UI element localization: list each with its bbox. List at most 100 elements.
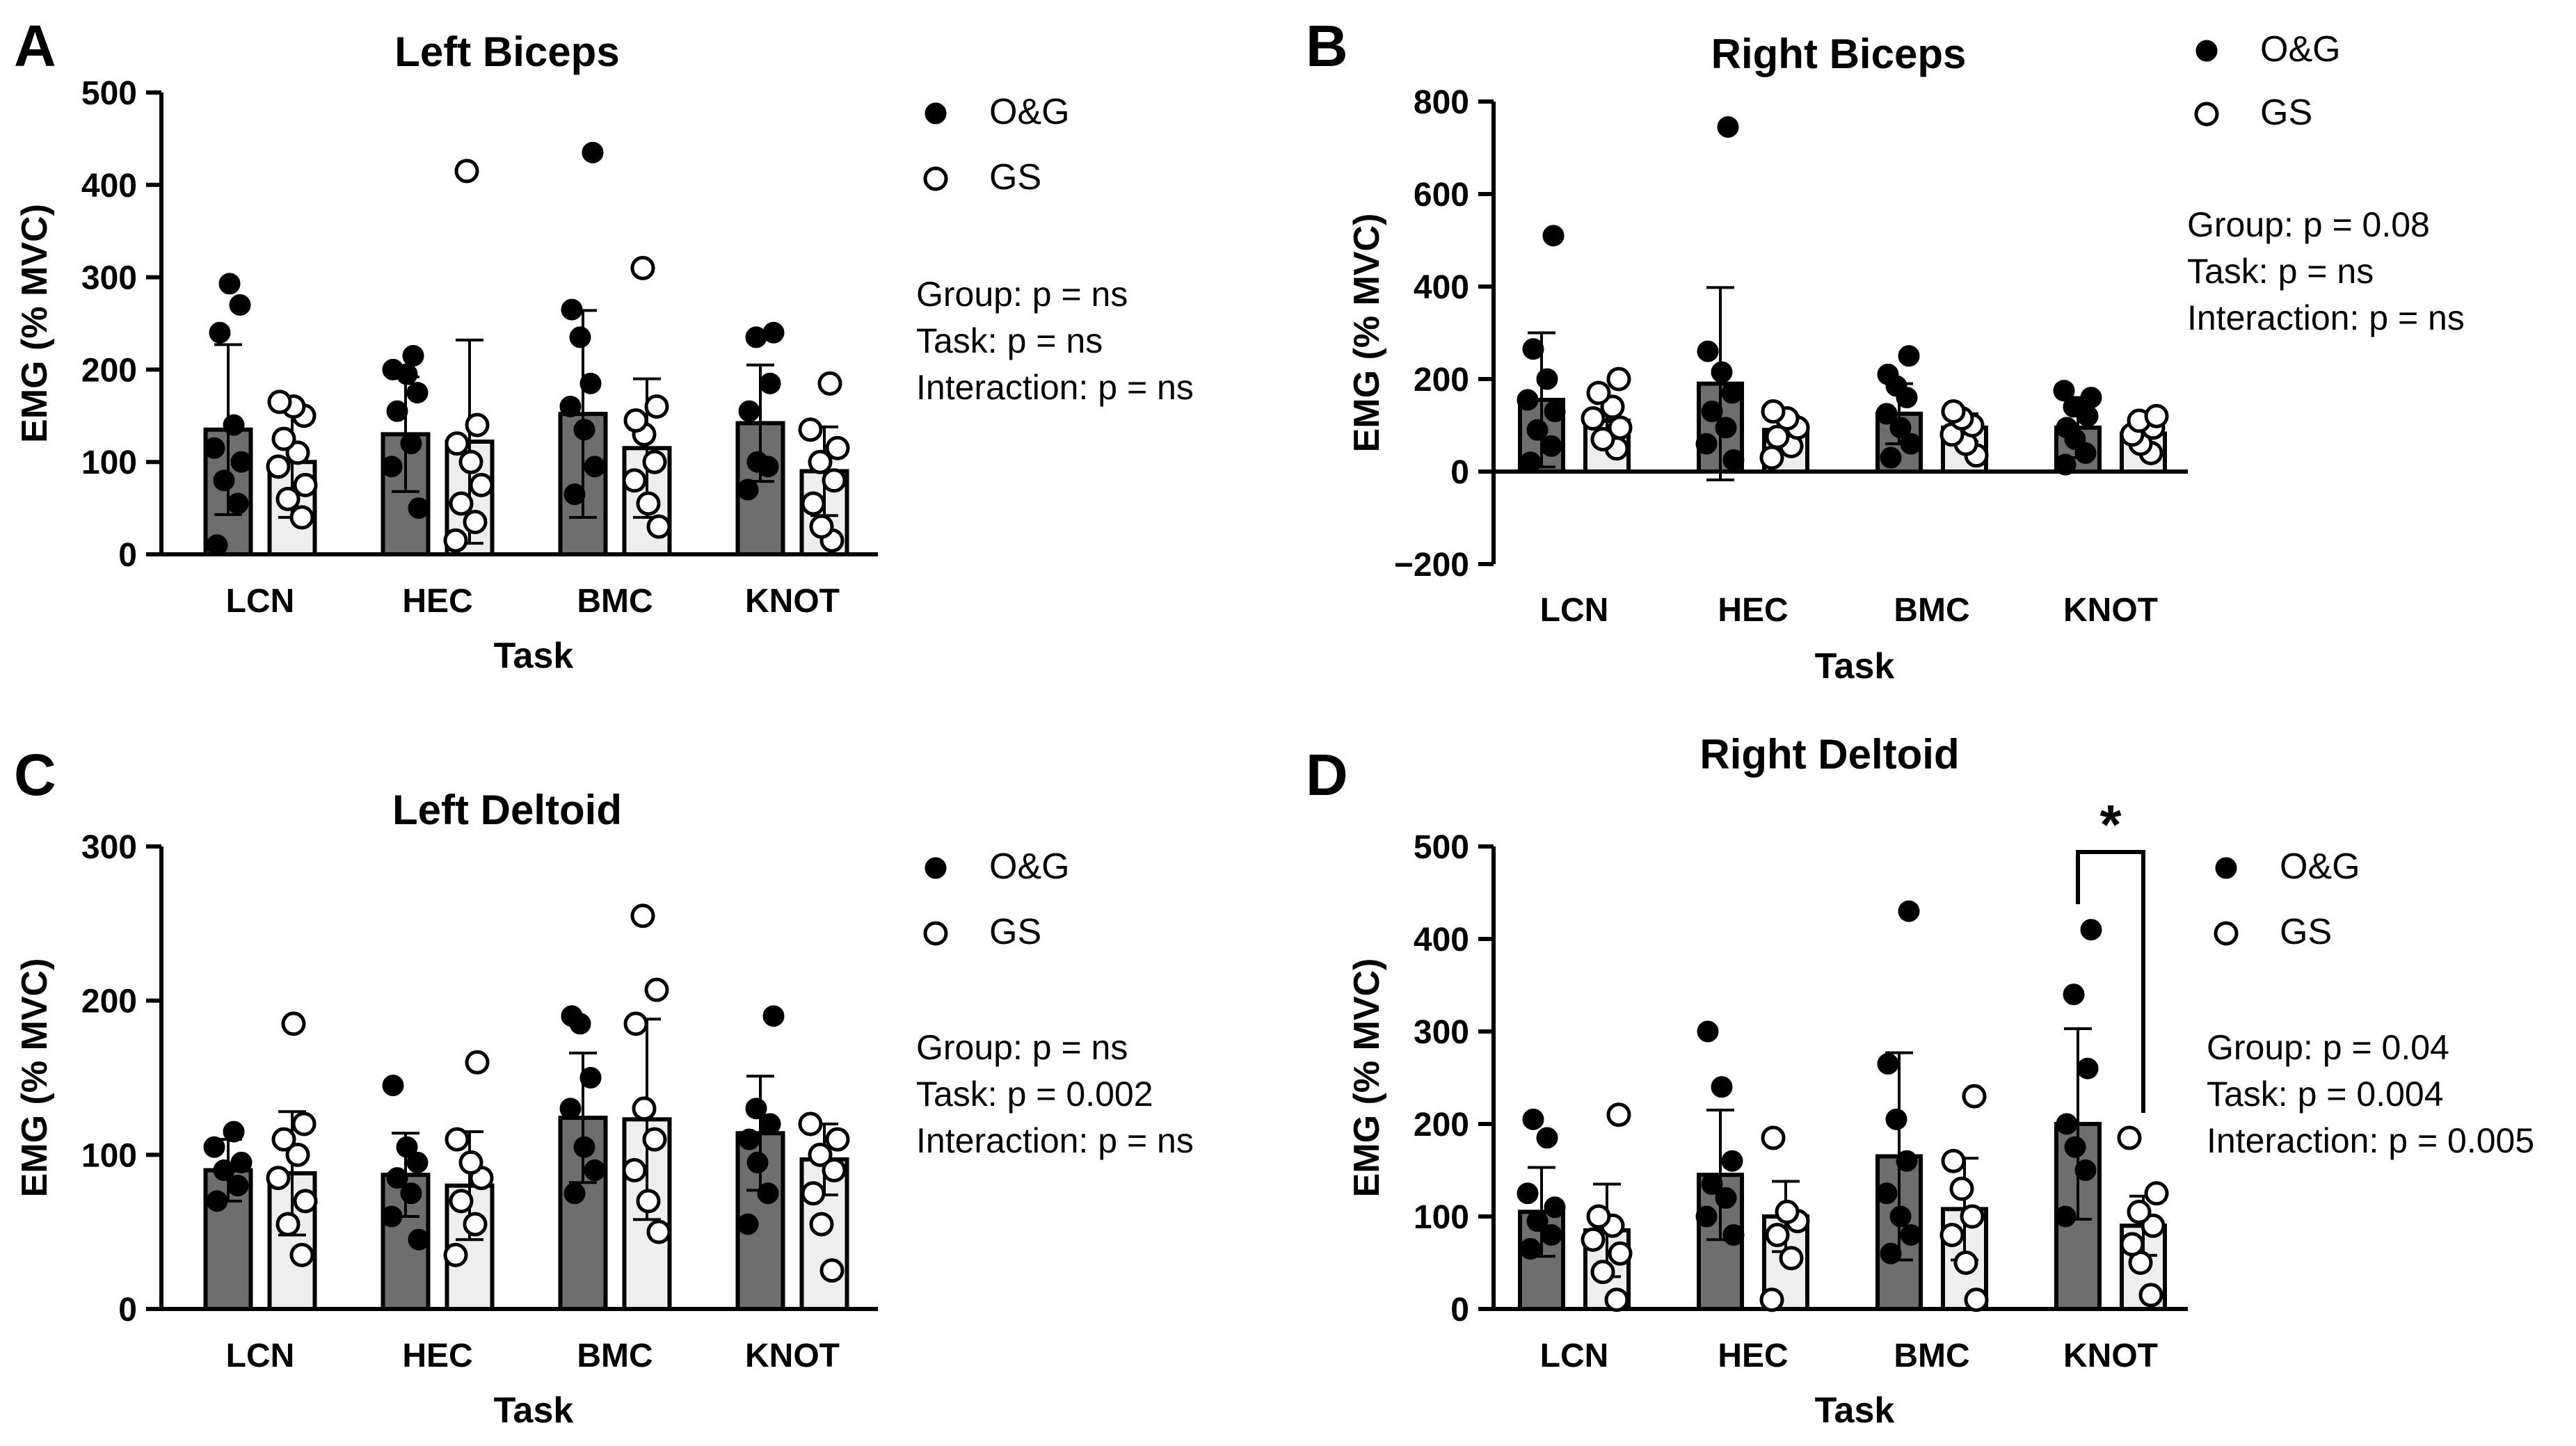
legend-marker-gs (2214, 921, 2239, 946)
data-point-og (2074, 442, 2097, 464)
data-point-og (386, 400, 408, 422)
data-point-gs (445, 1127, 470, 1152)
data-point-og (1544, 401, 1566, 423)
data-point-gs (825, 1127, 850, 1152)
data-point-og (2056, 1113, 2078, 1135)
data-point-gs (1941, 399, 1966, 424)
data-point-og (737, 1213, 759, 1235)
data-point-gs (1606, 367, 1631, 392)
legend-label-gs: GS (989, 157, 1041, 198)
data-point-gs (271, 1127, 296, 1152)
data-point-gs (2144, 1181, 2169, 1206)
data-point-gs (2117, 1125, 2142, 1150)
data-point-og (1522, 1108, 1544, 1130)
y-tick-label: 200 (81, 352, 137, 389)
data-point-og (2056, 417, 2078, 439)
data-point-og (573, 1136, 595, 1158)
data-point-gs (822, 468, 847, 493)
data-point-gs (1964, 1287, 1989, 1312)
data-point-gs (266, 1166, 291, 1191)
data-point-gs (445, 431, 470, 456)
data-point-og (213, 469, 235, 492)
data-point-gs (809, 514, 834, 539)
data-point-gs (275, 486, 301, 511)
data-point-gs (809, 1212, 834, 1237)
data-point-gs (2141, 1213, 2166, 1238)
data-point-gs (1604, 1287, 1629, 1312)
data-point-gs (1586, 1204, 1611, 1229)
data-point-og (1701, 1173, 1723, 1195)
data-point-gs (1775, 1199, 1800, 1224)
data-point-og (745, 1098, 767, 1120)
data-point-gs (632, 1096, 657, 1121)
data-point-og (408, 1228, 430, 1251)
x-tick-label: BMC (1894, 1337, 1969, 1374)
data-point-og (203, 1136, 225, 1158)
data-point-gs (1590, 1260, 1615, 1285)
panel-letter: A (14, 13, 56, 79)
data-point-gs (1761, 399, 1786, 424)
legend-label-gs: GS (2260, 93, 2312, 133)
y-tick-label: 100 (1414, 1199, 1469, 1236)
x-tick-label: BMC (577, 1337, 653, 1374)
y-tick-label: 0 (1450, 454, 1469, 491)
data-point-og (209, 321, 231, 344)
data-point-og (1517, 389, 1539, 411)
data-point-gs (817, 371, 842, 396)
data-point-gs (1765, 1223, 1790, 1248)
data-point-gs (801, 491, 826, 516)
data-point-og (582, 141, 604, 163)
data-point-gs (1600, 394, 1625, 419)
data-point-og (1877, 363, 1899, 385)
data-point-og (203, 437, 225, 459)
data-point-og (400, 1182, 422, 1205)
data-point-og (561, 298, 583, 321)
data-point-og (223, 414, 245, 436)
data-point-gs (622, 468, 647, 493)
data-point-og (2064, 1136, 2086, 1158)
data-point-og (1896, 1150, 1918, 1172)
data-point-og (1715, 1187, 1737, 1209)
data-point-og (406, 382, 429, 404)
x-tick-label: LCN (226, 583, 295, 620)
data-point-gs (2144, 403, 2169, 428)
data-point-gs (646, 1219, 671, 1244)
legend-marker-og (925, 102, 947, 124)
data-point-og (2054, 1205, 2077, 1228)
x-tick-label: LCN (1540, 592, 1609, 629)
data-point-gs (281, 1011, 306, 1036)
legend-label-og: O&G (2280, 846, 2360, 887)
panel-d: D Right Deltoid 0 100 200 300 400 500 EMG (% MVC… (1306, 731, 2534, 1431)
data-point-gs (463, 1212, 488, 1237)
data-point-og (381, 1205, 403, 1228)
data-point-og (227, 492, 249, 515)
panel-c: C Left Deltoid 0 100 200 300 EMG (% MVC) LCN HEC… (14, 742, 1194, 1431)
data-point-og (1536, 1127, 1558, 1149)
data-point-gs (285, 1142, 310, 1167)
data-point-og (1695, 433, 1718, 455)
stats-line: Interaction: p = ns (916, 1121, 1194, 1160)
data-point-gs (443, 1242, 468, 1267)
data-point-gs (275, 1212, 301, 1237)
data-point-og (1519, 451, 1542, 474)
data-point-og (1536, 368, 1558, 390)
panel-letter: B (1306, 13, 1348, 79)
panel-letter: C (14, 742, 56, 808)
legend-label-og: O&G (2260, 29, 2341, 70)
data-point-og (1880, 1242, 1902, 1264)
data-point-gs (449, 1189, 474, 1214)
data-point-og (1697, 1020, 1719, 1043)
data-point-og (2077, 1057, 2099, 1079)
data-point-og (1711, 1076, 1733, 1098)
data-point-gs (2120, 1232, 2145, 1257)
x-axis-title: Task (494, 636, 574, 676)
stats-line: Interaction: p = ns (916, 368, 1194, 407)
data-point-og (745, 326, 767, 348)
y-axis-title: EMG (% MVC) (1347, 214, 1387, 453)
data-point-gs (1590, 426, 1615, 451)
data-point-og (569, 326, 591, 348)
data-point-gs (1759, 1287, 1784, 1312)
data-point-og (762, 321, 785, 344)
y-axis-title: EMG (% MVC) (15, 204, 55, 443)
data-point-og (1695, 1205, 1718, 1228)
